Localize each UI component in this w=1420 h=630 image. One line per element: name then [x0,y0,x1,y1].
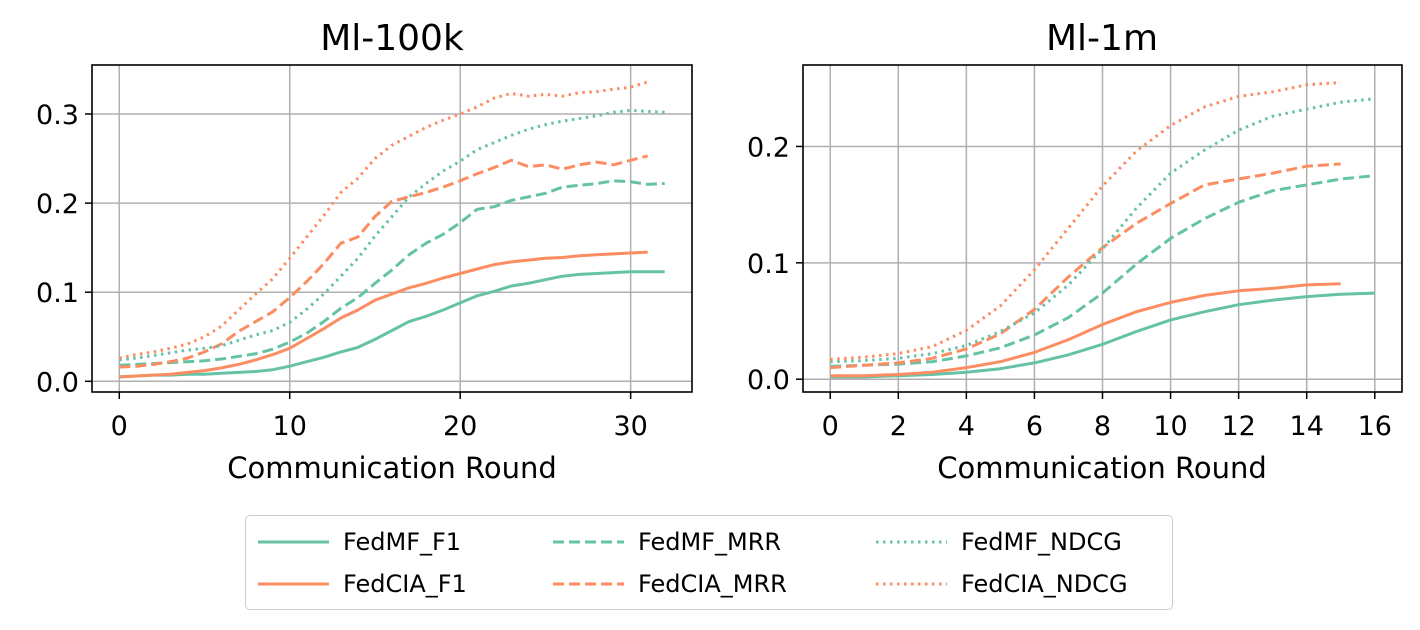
ticks: 0 10 20 30 0.0 0.1 0.2 0.3 [36,100,648,442]
legend-item-fedcia-ndcg: FedCIA_NDCG [874,564,1128,604]
y-tick-label: 0.2 [747,132,790,163]
legend-label: FedMF_NDCG [961,528,1122,556]
legend-item-fedcia-mrr: FedCIA_MRR [551,564,787,604]
series-line-fedcia-ndcg [830,81,1341,361]
chart-ml-100k: Ml-100k Communication Round 0 10 20 30 0.0 0.… [36,18,693,485]
series-line-fedmf-mrr [119,179,665,367]
legend-item-fedmf-f1: FedMF_F1 [256,522,461,562]
x-axis-label: Communication Round [227,451,557,485]
series-line-fedmf-f1 [119,270,665,379]
x-tick-label: 20 [443,411,477,442]
x-tick-label: 6 [1026,411,1043,442]
series-lines [830,81,1375,379]
grid [803,65,1402,392]
legend-item-fedcia-f1: FedCIA_F1 [256,564,467,604]
y-tick-label: 0.1 [747,249,790,280]
legend-label: FedMF_MRR [638,528,782,556]
chart-ml-1m: Ml-1m Communication Round 0 2 4 6 8 10 12 14 160… [747,18,1403,485]
x-tick-label: 2 [890,411,907,442]
y-tick-label: 0.0 [36,367,79,398]
chart-title: Ml-1m [1046,18,1158,59]
series-line-fedcia-f1 [830,282,1341,378]
ticks: 0 2 4 6 8 10 12 14 16 0.0 0.1 0.2 [747,132,1392,442]
legend: FedMF_F1 FedMF_MRR FedMF_NDCG FedCIA_F1 … [245,515,1173,610]
series-line-fedmf-f1 [830,291,1375,379]
series-line-fedcia-ndcg [118,80,649,360]
legend-swatch [876,540,947,544]
x-tick-label: 14 [1290,411,1324,442]
legend-swatch [876,582,947,586]
legend-label: FedCIA_F1 [343,570,467,598]
x-tick-label: 30 [613,411,647,442]
series-lines [118,80,665,379]
legend-swatch [553,540,624,544]
legend-label: FedCIA_MRR [638,570,787,598]
grid [92,65,692,392]
y-tick-label: 0.0 [747,365,790,396]
legend-swatch [258,540,329,544]
x-tick-label: 16 [1358,411,1392,442]
series-line-fedmf-mrr [830,174,1375,368]
legend-item-fedmf-mrr: FedMF_MRR [551,522,781,562]
chart-title: Ml-100k [320,18,464,59]
legend-item-fedmf-ndcg: FedMF_NDCG [874,522,1122,562]
x-tick-label: 10 [1153,411,1187,442]
x-axis-label: Communication Round [937,451,1267,485]
series-line-fedcia-mrr [119,154,649,369]
series-line-fedmf-ndcg [830,97,1375,364]
x-tick-label: 4 [958,411,975,442]
legend-label: FedCIA_NDCG [961,570,1128,598]
x-tick-label: 0 [111,411,128,442]
y-tick-label: 0.2 [36,189,79,220]
y-tick-label: 0.1 [36,278,79,309]
series-line-fedcia-mrr [830,162,1341,370]
x-tick-label: 12 [1221,411,1255,442]
x-tick-label: 8 [1094,411,1111,442]
x-tick-label: 0 [822,411,839,442]
plot-frame [91,64,693,393]
y-tick-label: 0.3 [36,100,79,131]
legend-label: FedMF_F1 [343,528,462,556]
x-tick-label: 10 [273,411,307,442]
series-line-fedcia-f1 [119,250,648,379]
series-line-fedmf-ndcg [119,108,665,362]
legend-swatch [258,582,329,586]
legend-swatch [553,582,624,586]
